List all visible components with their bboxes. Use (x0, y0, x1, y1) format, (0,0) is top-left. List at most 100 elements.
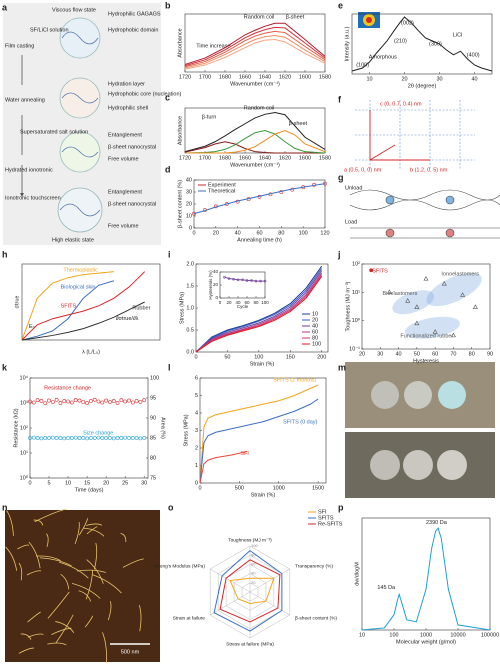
schematic-label: High elastic state (52, 237, 94, 243)
y-tick-label: 10⁰ (20, 474, 29, 481)
legend-label: 40 (312, 323, 318, 329)
fibril (36, 555, 61, 561)
marker (123, 399, 128, 404)
legend-label: 80 (312, 335, 318, 341)
marker (89, 399, 93, 403)
series-line (184, 30, 326, 68)
x-tick-label: 1600 (299, 74, 311, 80)
marker (31, 400, 36, 405)
fibril (107, 601, 112, 621)
x-tick-label: 1580 (319, 155, 331, 161)
y-tick-label: 0.0 (186, 349, 194, 355)
x-tick-label: 1680 (219, 74, 231, 80)
marker (28, 399, 32, 404)
x-tick-label: 100000 (481, 632, 499, 638)
marker (43, 436, 48, 440)
series-line (21, 271, 146, 341)
marker (108, 400, 112, 404)
marker (100, 436, 105, 440)
marker (138, 436, 143, 441)
series-line (185, 129, 326, 154)
series-label: Ionoelastomers (441, 272, 479, 278)
schematic-label: Supersaturated salt solution (20, 129, 88, 135)
annotation: 145 Da (377, 585, 396, 591)
plot-frame (184, 13, 326, 73)
marker (259, 279, 262, 283)
x-tick-label: 500 (235, 485, 244, 491)
x-tick-label: 1580 (319, 74, 331, 80)
series-label: Rubber (132, 306, 150, 312)
x-axis-label: Cycle (237, 304, 249, 309)
y-axis-label: Intensity (a.u.) (344, 26, 350, 61)
x-tick-label: 0 (198, 485, 201, 491)
series-line (184, 129, 326, 154)
x-tick-label: 100 (261, 300, 269, 305)
panel-label: l (168, 362, 171, 372)
marker (386, 289, 392, 295)
x-tick-label: 1500 (312, 485, 324, 491)
series-line (184, 26, 326, 67)
marker (89, 436, 93, 440)
x-tick-label: 40 (235, 230, 241, 236)
fibril (60, 573, 70, 590)
x-axis-label: Time (days) (75, 487, 104, 493)
marker (50, 435, 55, 440)
annotation: Time increase (196, 43, 230, 49)
fibril (46, 533, 49, 548)
panel-label: n (2, 502, 8, 512)
y-axis-label: Stress (MPa) (179, 292, 185, 324)
fibril (18, 647, 34, 654)
x-tick-label: 1620 (279, 155, 291, 161)
marker (58, 436, 63, 440)
legend-label: Re-SFITS (318, 521, 343, 527)
panel-label: e (338, 0, 343, 10)
x-axis-label: Wavenumber (cm⁻¹) (230, 81, 280, 87)
axis-label: Young's Modulus (MPa) (154, 563, 205, 569)
annotation: Random coil (244, 105, 275, 111)
marker (92, 436, 97, 440)
schematic-label: Free volume (108, 223, 139, 229)
marker (31, 435, 36, 440)
annotation: (100) (356, 62, 369, 68)
y2-tick-label: 75 (150, 475, 156, 481)
y-tick-label: 2.0 (186, 261, 194, 267)
y-tick-label: 0 (189, 225, 192, 231)
series-label: Bioelastomers (382, 291, 417, 297)
panel-a-drawing (22, 17, 103, 233)
x-tick-label: 1640 (259, 155, 271, 161)
marker (73, 398, 78, 403)
y-tick-label: 5 (195, 393, 198, 399)
marker (69, 400, 74, 405)
series-label: SFI (240, 451, 249, 457)
y-tick-label: 0.5 (186, 327, 194, 333)
marker (142, 398, 147, 403)
fibril (47, 591, 70, 619)
x-tick-label: 60 (432, 351, 438, 357)
x-axis-label: Wavenumber (cm⁻¹) (230, 162, 280, 168)
marker (54, 436, 59, 440)
x-tick-label: 50 (224, 354, 230, 360)
schematic-label: β-sheet nanocrystal (108, 201, 156, 207)
fibril (55, 621, 75, 633)
series-line (193, 183, 326, 215)
x-tick-label: 1000 (273, 485, 285, 491)
x-tick-label: 40 (396, 351, 402, 357)
series-label: SFITS (61, 303, 77, 309)
x-tick-label: 30 (377, 351, 383, 357)
annotation: E₀ (29, 324, 35, 330)
marker (85, 436, 89, 441)
plot-frame (361, 263, 491, 350)
x-tick-label: 10 (359, 632, 365, 638)
series-line (21, 301, 145, 341)
y-axis-label: dw/dlogM (354, 562, 360, 586)
y-tick-label: 40 (213, 269, 219, 274)
series-line (224, 276, 265, 282)
series-line (195, 274, 323, 353)
marker (77, 436, 82, 440)
marker (111, 399, 116, 403)
x-tick-label: 1700 (199, 74, 211, 80)
series-line (184, 22, 326, 65)
series-line (184, 39, 326, 70)
x-tick-label: 15 (84, 480, 90, 486)
x-axis-label: Strain (%) (250, 361, 275, 367)
